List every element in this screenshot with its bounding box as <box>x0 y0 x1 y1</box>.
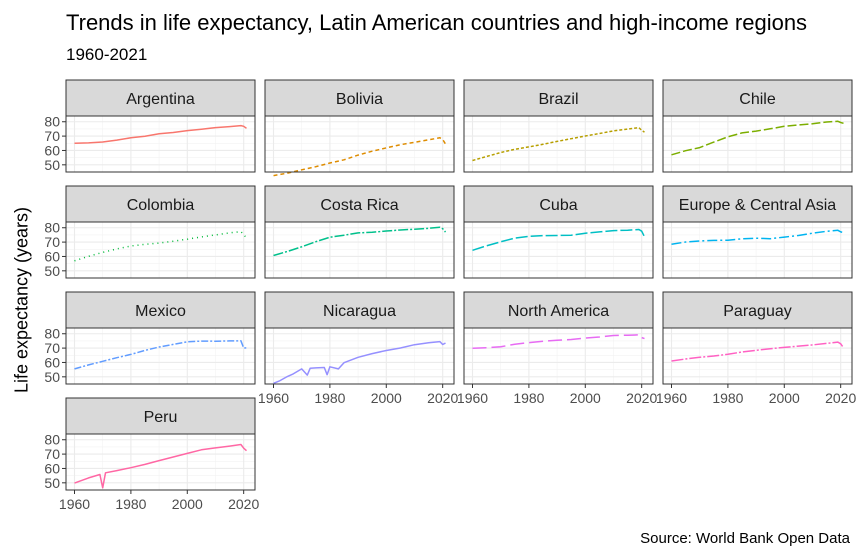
y-tick-label: 60 <box>44 248 60 264</box>
facet-label-costa-rica: Costa Rica <box>320 197 398 214</box>
facet-strip-peru <box>65 397 256 435</box>
y-tick-label: 80 <box>44 114 60 130</box>
facet-strip-colombia <box>65 185 256 223</box>
panel-background <box>464 222 653 278</box>
x-tick-label: 2000 <box>371 390 402 406</box>
y-tick-label: 60 <box>44 142 60 158</box>
series-line-peru <box>74 443 247 489</box>
series-line-paraguay <box>671 341 845 362</box>
x-tick-label: 2000 <box>769 390 800 406</box>
panel-background <box>663 116 852 172</box>
panel-background <box>265 328 454 384</box>
facet-label-cuba: Cuba <box>539 197 577 214</box>
chart-subtitle: 1960-2021 <box>66 45 148 64</box>
panel-border <box>463 327 654 385</box>
series-line-europe-central-asia <box>671 229 844 246</box>
facet-strip-cuba <box>463 185 654 223</box>
x-tick-label: 1980 <box>115 496 146 512</box>
facet-label-peru: Peru <box>144 409 178 426</box>
y-tick-label: 50 <box>44 157 60 173</box>
y-tick-label: 60 <box>44 354 60 370</box>
x-tick-label: 1980 <box>712 390 743 406</box>
series-line-colombia <box>74 230 248 262</box>
panel-border <box>65 115 256 173</box>
x-tick-label: 2020 <box>427 390 458 406</box>
facet-label-nicaragua: Nicaragua <box>323 303 396 320</box>
facet-label-europe-central-asia: Europe & Central Asia <box>679 197 837 214</box>
facet-strip-brazil <box>463 79 654 117</box>
panel-border <box>65 327 256 385</box>
x-tick-label: 2020 <box>825 390 856 406</box>
y-tick-label: 70 <box>44 128 60 144</box>
facet-strip-paraguay <box>662 291 853 329</box>
series-line-mexico <box>74 340 247 370</box>
x-tick-label: 1980 <box>314 390 345 406</box>
x-tick-label: 1960 <box>59 496 90 512</box>
panel-border <box>264 221 455 279</box>
y-tick-label: 70 <box>44 446 60 462</box>
panel-border <box>264 115 455 173</box>
y-tick-label: 50 <box>44 369 60 385</box>
x-tick-label: 2000 <box>570 390 601 406</box>
series-line-north-america <box>472 334 645 349</box>
panel-background <box>663 328 852 384</box>
y-tick-label: 80 <box>44 220 60 236</box>
y-tick-label: 50 <box>44 263 60 279</box>
panel-background <box>663 222 852 278</box>
facet-label-north-america: North America <box>508 303 609 320</box>
series-line-bolivia <box>273 137 447 177</box>
series-line-argentina <box>74 124 247 145</box>
x-tick-label: 1980 <box>513 390 544 406</box>
chart-caption: Source: World Bank Open Data <box>640 530 850 547</box>
panel-border <box>65 433 256 491</box>
y-tick-label: 70 <box>44 340 60 356</box>
panel-border <box>662 221 853 279</box>
x-tick-label: 1960 <box>258 390 289 406</box>
series-line-chile <box>671 120 844 156</box>
y-tick-label: 60 <box>44 460 60 476</box>
series-line-brazil <box>472 126 645 162</box>
panel-border <box>662 115 853 173</box>
facet-label-paraguay: Paraguay <box>723 303 792 320</box>
facet-strip-north-america <box>463 291 654 329</box>
facet-label-brazil: Brazil <box>538 91 578 108</box>
facet-label-bolivia: Bolivia <box>336 91 383 108</box>
facet-label-colombia: Colombia <box>127 197 195 214</box>
x-tick-label: 1960 <box>656 390 687 406</box>
chart-title: Trends in life expectancy, Latin America… <box>66 10 808 35</box>
panel-background <box>66 328 255 384</box>
y-tick-label: 50 <box>44 475 60 491</box>
x-tick-label: 2020 <box>228 496 259 512</box>
panel-background <box>464 116 653 172</box>
series-line-nicaragua <box>273 340 446 384</box>
panel-border <box>463 221 654 279</box>
facet-strip-chile <box>662 79 853 117</box>
facet-strip-argentina <box>65 79 256 117</box>
panel-background <box>66 222 255 278</box>
series-line-cuba <box>472 228 646 252</box>
panel-border <box>463 115 654 173</box>
panel-background <box>265 116 454 172</box>
series-line-costa-rica <box>273 226 447 257</box>
y-tick-label: 80 <box>44 432 60 448</box>
facet-label-mexico: Mexico <box>135 303 186 320</box>
facet-strip-costa-rica <box>264 185 455 223</box>
x-tick-label: 2020 <box>626 390 657 406</box>
panel-border <box>264 327 455 385</box>
panel-background <box>66 116 255 172</box>
x-tick-label: 2000 <box>172 496 203 512</box>
y-tick-label: 70 <box>44 234 60 250</box>
facet-strip-bolivia <box>264 79 455 117</box>
facet-strip-europe-central-asia <box>662 185 853 223</box>
x-tick-label: 1960 <box>457 390 488 406</box>
panel-border <box>65 221 256 279</box>
facet-label-argentina: Argentina <box>126 91 195 108</box>
facet-label-chile: Chile <box>739 91 776 108</box>
y-tick-label: 80 <box>44 326 60 342</box>
panel-background <box>265 222 454 278</box>
panel-background <box>464 328 653 384</box>
panel-background <box>66 434 255 490</box>
panel-border <box>662 327 853 385</box>
